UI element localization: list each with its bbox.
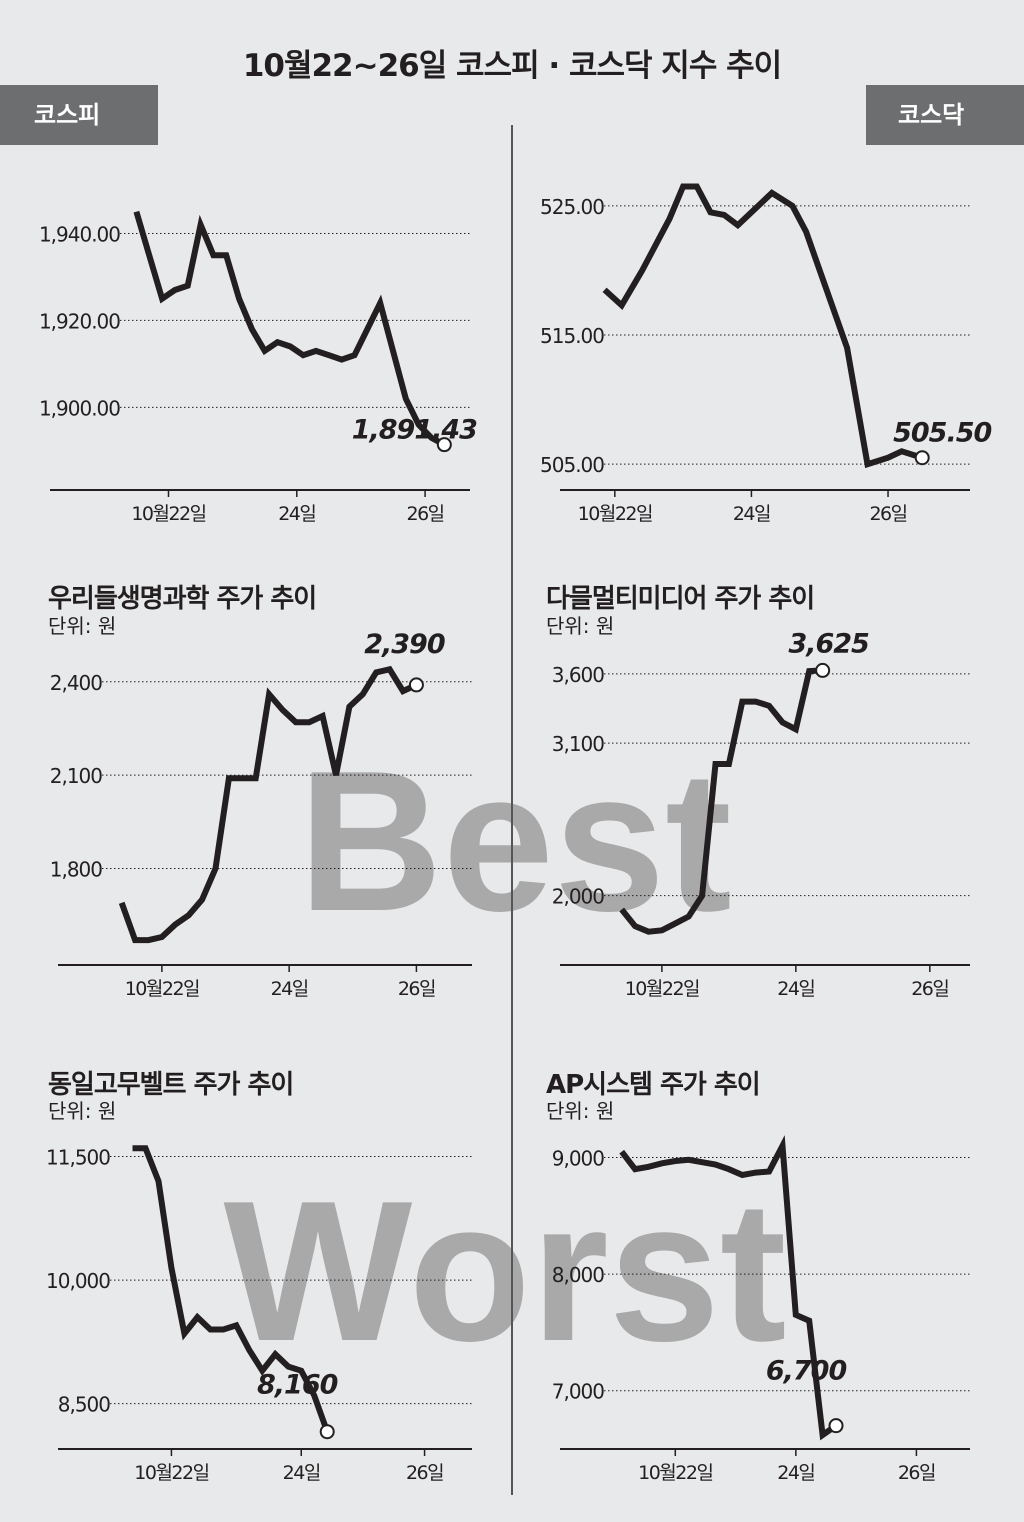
apsystem-title: AP시스템 주가 추이 bbox=[546, 1070, 760, 1100]
dongil-xtick-label: 10월22일 bbox=[134, 1462, 208, 1484]
tab-kospi-label: 코스피 bbox=[34, 101, 101, 129]
watermark-best: Best bbox=[298, 730, 732, 953]
dareul-title: 다믈멀티미디어 주가 추이 bbox=[546, 584, 814, 614]
dongil-ytick-label: 11,500 bbox=[46, 1145, 110, 1169]
kosdaq-ytick-label: 525.00 bbox=[540, 195, 604, 219]
kosdaq-xtick-label: 24일 bbox=[733, 503, 770, 525]
dareul-series-line bbox=[619, 667, 823, 935]
kosdaq-series-line bbox=[602, 183, 924, 469]
kosdaq-end-label: 505.50 bbox=[893, 418, 991, 449]
tab-kospi: 코스피 bbox=[0, 85, 158, 145]
apsystem-xtick-label: 10월22일 bbox=[638, 1462, 712, 1484]
dongil-end-label: 8,160 bbox=[257, 1370, 338, 1401]
dongil-end-marker bbox=[319, 1424, 335, 1440]
dareul-xtick-label: 10월22일 bbox=[625, 978, 699, 1000]
apsystem-unit: 단위: 원 bbox=[546, 1099, 614, 1123]
woori-xtick-label: 24일 bbox=[271, 978, 308, 1000]
apsystem-xtick-label: 26일 bbox=[898, 1462, 935, 1484]
dareul-end-marker bbox=[815, 662, 831, 678]
kospi-xtick-label: 26일 bbox=[407, 503, 444, 525]
tab-kosdaq-arrow bbox=[1006, 85, 1024, 145]
woori-ytick-label: 2,400 bbox=[50, 671, 103, 695]
dareul-unit: 단위: 원 bbox=[546, 614, 614, 638]
dareul-xtick-label: 24일 bbox=[777, 978, 814, 1000]
dareul-end-label: 3,625 bbox=[788, 628, 869, 659]
kosdaq-end-marker bbox=[914, 450, 930, 466]
kospi-ytick-label: 1,940.00 bbox=[39, 222, 120, 246]
tab-kosdaq: 코스닥 bbox=[866, 85, 1024, 145]
kospi-ytick-label: 1,900.00 bbox=[39, 396, 120, 420]
dongil-series-line bbox=[132, 1145, 331, 1433]
apsystem-ytick-label: 8,000 bbox=[552, 1263, 605, 1287]
chart-kosdaq: 525.00 515.00 505.00 10월22일 24일 26일 505.50 bbox=[540, 183, 992, 525]
apsystem-ytick-label: 9,000 bbox=[552, 1146, 605, 1170]
woori-xtick-label: 26일 bbox=[398, 978, 435, 1000]
chart-layer: 1,940.00 1,920.00 1,900.00 10월22일 24일 26일 1,89… bbox=[39, 183, 992, 1484]
chart-kospi: 1,940.00 1,920.00 1,900.00 10월22일 24일 26일 1,89… bbox=[39, 210, 478, 525]
watermark-worst: Worst bbox=[224, 1160, 787, 1383]
kosdaq-ytick-label: 515.00 bbox=[540, 324, 604, 348]
tab-kosdaq-label: 코스닥 bbox=[898, 101, 965, 129]
kosdaq-ytick-label: 505.00 bbox=[540, 453, 604, 477]
kospi-ytick-label: 1,920.00 bbox=[39, 309, 120, 333]
column-divider bbox=[511, 125, 513, 1495]
dongil-unit: 단위: 원 bbox=[48, 1099, 116, 1123]
dareul-ytick-label: 3,100 bbox=[552, 732, 605, 756]
dareul-xtick-label: 26일 bbox=[911, 978, 948, 1000]
dongil-ytick-label: 10,000 bbox=[46, 1269, 110, 1293]
kospi-series-line bbox=[133, 210, 446, 448]
kospi-end-marker bbox=[436, 437, 452, 453]
kospi-end-label: 1,891.43 bbox=[352, 415, 477, 446]
kosdaq-xtick-label: 26일 bbox=[869, 503, 906, 525]
woori-title: 우리들생명과학 주가 추이 bbox=[48, 584, 316, 614]
page-title: 10월22~26일 코스피 · 코스닥 지수 추이 bbox=[242, 48, 782, 84]
woori-end-label: 2,390 bbox=[364, 629, 445, 660]
apsystem-series-line bbox=[619, 1135, 838, 1441]
dareul-ytick-label: 3,600 bbox=[552, 663, 605, 687]
kosdaq-xtick-label: 10월22일 bbox=[578, 503, 652, 525]
tab-kospi-shape bbox=[0, 85, 158, 145]
woori-end-marker bbox=[408, 677, 424, 693]
tab-kospi-arrow bbox=[0, 85, 12, 145]
tab-kosdaq-shape bbox=[866, 85, 1024, 145]
kospi-xtick-label: 24일 bbox=[278, 503, 315, 525]
dongil-title: 동일고무벨트 주가 추이 bbox=[48, 1070, 293, 1100]
apsystem-end-label: 6,700 bbox=[766, 1356, 847, 1387]
apsystem-ytick-label: 7,000 bbox=[552, 1380, 605, 1404]
dongil-xtick-label: 26일 bbox=[406, 1462, 443, 1484]
apsystem-end-marker bbox=[828, 1418, 844, 1434]
woori-series-line bbox=[118, 665, 418, 944]
dongil-xtick-label: 24일 bbox=[283, 1462, 320, 1484]
kospi-xtick-label: 10월22일 bbox=[131, 503, 205, 525]
woori-xtick-label: 10월22일 bbox=[125, 978, 199, 1000]
woori-unit: 단위: 원 bbox=[48, 614, 116, 638]
dongil-ytick-label: 8,500 bbox=[58, 1393, 111, 1417]
woori-ytick-label: 1,800 bbox=[50, 858, 103, 882]
woori-ytick-label: 2,100 bbox=[50, 764, 103, 788]
apsystem-xtick-label: 24일 bbox=[777, 1462, 814, 1484]
dareul-ytick-label: 2,000 bbox=[552, 885, 605, 909]
